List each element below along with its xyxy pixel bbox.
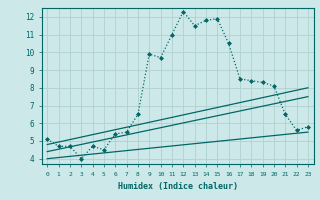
X-axis label: Humidex (Indice chaleur): Humidex (Indice chaleur) [118,182,237,191]
